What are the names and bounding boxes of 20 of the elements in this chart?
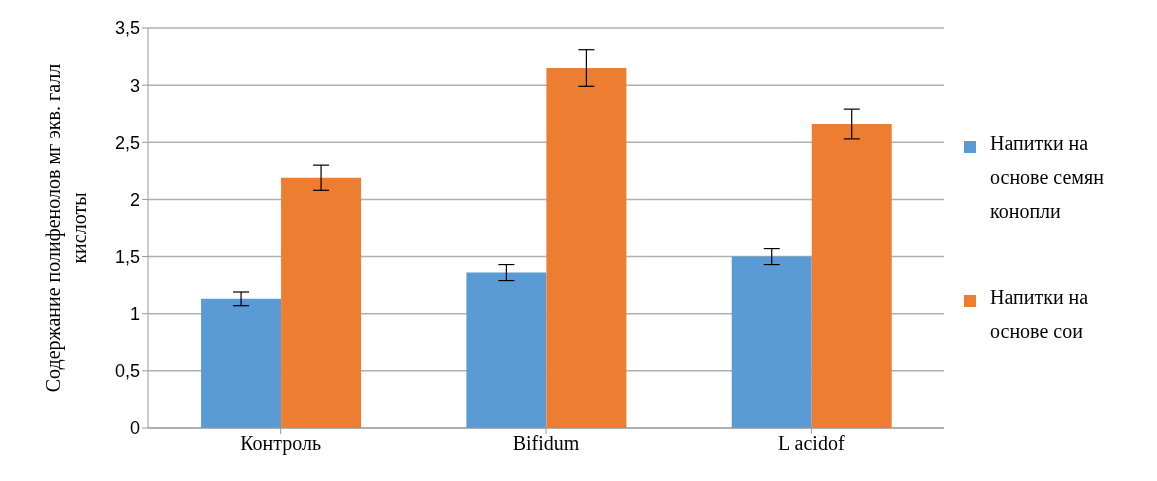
y-tick-label: 0,5 xyxy=(114,361,140,382)
y-tick-label: 2 xyxy=(129,189,140,210)
y-tick-label: 3 xyxy=(129,75,140,96)
y-tick-label: 1 xyxy=(129,304,140,325)
legend-label: Напитки на основе сои xyxy=(990,284,1090,344)
x-tick-label: Контроль xyxy=(240,432,322,456)
y-tick-label: 3,5 xyxy=(114,18,140,39)
x-tick-label: Bifidum xyxy=(512,432,580,455)
bar xyxy=(466,272,547,428)
bar xyxy=(201,298,282,428)
bar xyxy=(811,124,892,428)
legend-label: Напитки на основе семян конопли xyxy=(990,130,1105,224)
y-tick-label: 2,5 xyxy=(114,132,140,153)
y-axis-title: Содержание полифенолов мг экв. галл кислоты xyxy=(42,63,90,393)
y-tick-label: 1,5 xyxy=(114,246,140,267)
bar xyxy=(546,68,627,428)
bar xyxy=(281,177,362,428)
x-tick-label: L acidof xyxy=(778,432,845,455)
bar xyxy=(731,256,812,428)
y-tick-label: 0 xyxy=(129,418,140,439)
